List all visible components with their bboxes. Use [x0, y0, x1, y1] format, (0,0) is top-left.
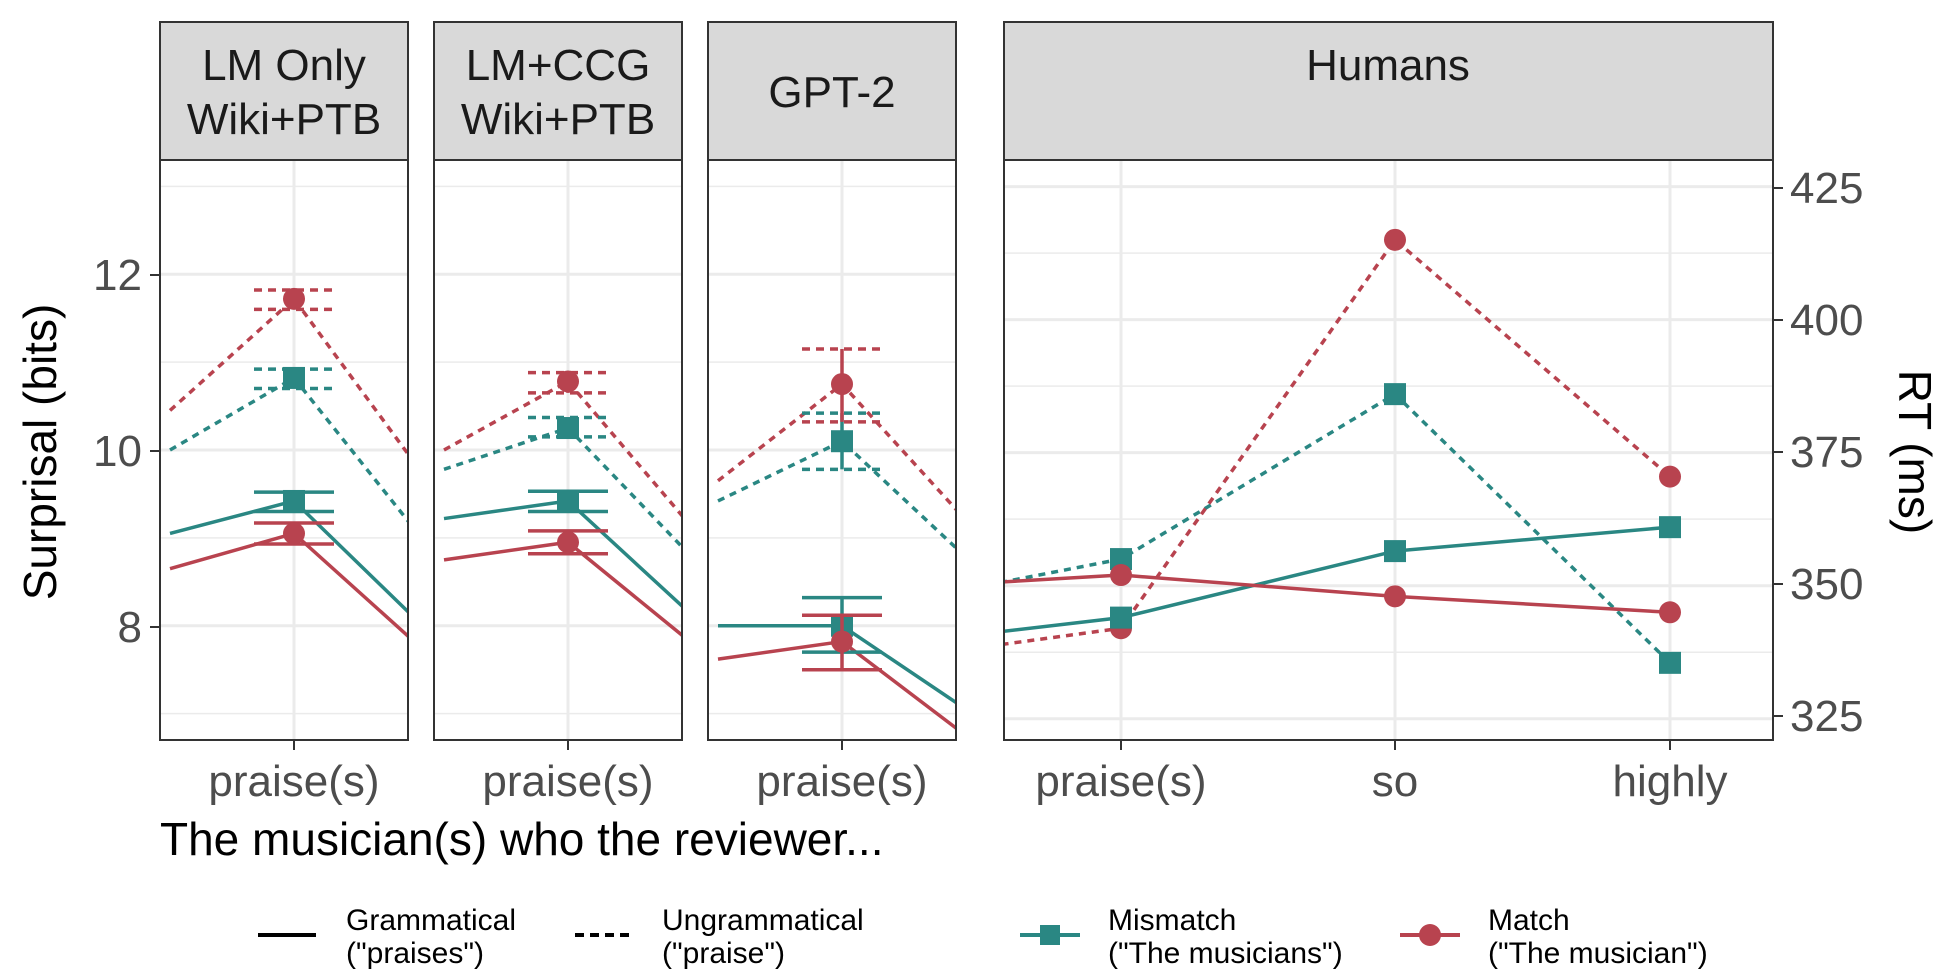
series-line	[717, 439, 956, 551]
data-point-mismatch	[557, 489, 579, 512]
panel-strip-lm-ccg: LM+CCG Wiki+PTB	[433, 21, 683, 161]
data-point-match	[1384, 585, 1406, 608]
legend-label-grammatical: Grammatical	[346, 904, 516, 937]
right-tick-label: 375	[1790, 428, 1863, 477]
right-tick-label: 425	[1790, 164, 1863, 213]
panel-markers	[528, 370, 608, 556]
panel-markers	[254, 287, 334, 546]
data-point-match	[1659, 601, 1681, 624]
data-point-mismatch	[1384, 540, 1406, 563]
marker-layer	[254, 228, 1681, 674]
data-point-mismatch	[1384, 383, 1406, 406]
legend-item-grammatical: Grammatical ("praises")	[258, 904, 516, 970]
data-point-mismatch	[831, 430, 853, 453]
left-tick-label: 12	[93, 251, 142, 300]
line-layer	[168, 237, 1672, 731]
panel-strip-lm-only-line1: LM Only	[202, 41, 366, 90]
x-tick-label: praise(s)	[756, 757, 927, 806]
data-point-mismatch	[1659, 651, 1681, 674]
panel-markers	[802, 347, 882, 672]
data-point-mismatch	[1110, 548, 1132, 571]
right-tick-label: 350	[1790, 560, 1863, 609]
panel-strip-humans: Humans	[1003, 21, 1774, 161]
data-point-mismatch	[283, 489, 305, 512]
x-axis: praise(s) praise(s) praise(s) praise(s) …	[208, 740, 1727, 806]
x-tick-label: praise(s)	[482, 757, 653, 806]
legend-label-match: Match	[1488, 904, 1570, 937]
data-point-mismatch	[557, 417, 579, 440]
legend-sublabel-match: ("The musician")	[1488, 937, 1708, 970]
grid-layer	[160, 160, 1773, 740]
series-line	[1004, 573, 1671, 615]
bottom-axis-title: The musician(s) who the reviewer...	[160, 813, 884, 865]
panel-strip-humans-label: Humans	[1306, 41, 1470, 90]
legend-sublabel-grammatical: ("praises")	[346, 937, 484, 970]
legend: Grammatical ("praises") Ungrammatical ("…	[258, 904, 1708, 970]
legend-key-mismatch-square	[1040, 925, 1060, 945]
panel-strip-lm-ccg-line2: Wiki+PTB	[461, 95, 655, 144]
right-tick-label: 325	[1790, 692, 1863, 741]
data-point-match	[1384, 228, 1406, 251]
legend-item-match: Match ("The musician")	[1400, 904, 1708, 970]
legend-sublabel-mismatch: ("The musicians")	[1108, 937, 1343, 970]
series-line	[1004, 391, 1672, 665]
panel-grid	[434, 160, 682, 740]
panel-markers	[1110, 228, 1681, 674]
series-line	[1004, 525, 1671, 634]
panel-frame	[433, 159, 683, 741]
panel-series	[1004, 237, 1672, 665]
legend-sublabel-ungrammatical: ("praise")	[662, 937, 785, 970]
data-point-match	[1110, 564, 1132, 587]
x-tick-label: praise(s)	[1035, 757, 1206, 806]
panel-grid	[160, 160, 408, 740]
panel-strip-lm-only: LM Only Wiki+PTB	[159, 21, 409, 161]
panel-strip-lm-only-line2: Wiki+PTB	[187, 95, 381, 144]
legend-item-mismatch: Mismatch ("The musicians")	[1020, 904, 1343, 970]
legend-key-match-circle	[1419, 924, 1441, 946]
left-axis: 8 10 12	[93, 251, 160, 652]
panel-strip-gpt2: GPT-2	[707, 21, 957, 161]
data-point-match	[557, 531, 579, 554]
data-point-match	[831, 630, 853, 653]
series-line	[168, 296, 408, 457]
left-axis-title: Surprisal (bits)	[14, 304, 66, 601]
data-point-match	[831, 373, 853, 396]
left-tick-label: 8	[118, 603, 142, 652]
panel-frame	[707, 159, 957, 741]
x-tick-label: highly	[1613, 757, 1728, 806]
data-point-match	[1659, 465, 1681, 488]
legend-label-mismatch: Mismatch	[1108, 904, 1236, 937]
data-point-mismatch	[1110, 606, 1132, 629]
panel-strip-lm-ccg-line1: LM+CCG	[466, 41, 651, 90]
data-point-mismatch	[283, 366, 305, 389]
x-tick-label: praise(s)	[208, 757, 379, 806]
right-axis: 325 350 375 400 425	[1773, 164, 1863, 741]
legend-label-ungrammatical: Ungrammatical	[662, 904, 864, 937]
left-tick-label: 10	[93, 427, 142, 476]
frame-layer	[159, 159, 1774, 741]
panel-frame	[1003, 159, 1774, 741]
legend-item-ungrammatical: Ungrammatical ("praise")	[575, 904, 864, 970]
x-tick-label: so	[1372, 757, 1418, 806]
panel-strip-gpt2-label: GPT-2	[768, 68, 895, 117]
data-point-match	[557, 370, 579, 393]
data-point-match	[283, 522, 305, 545]
right-tick-label: 400	[1790, 296, 1863, 345]
right-axis-title: RT (ms)	[1889, 370, 1941, 534]
data-point-mismatch	[1659, 516, 1681, 539]
data-point-match	[283, 287, 305, 310]
